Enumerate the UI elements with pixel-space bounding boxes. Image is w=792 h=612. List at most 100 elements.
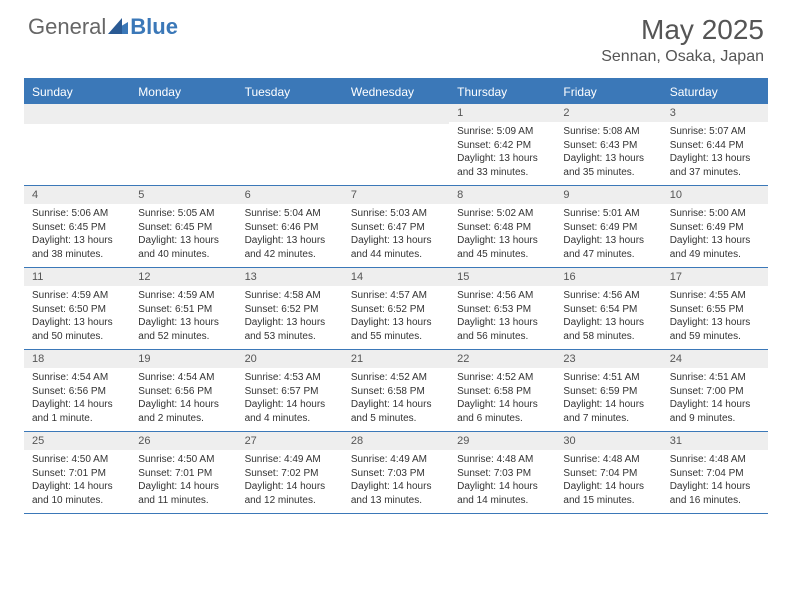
sunrise-text: Sunrise: 4:54 AM [138, 371, 228, 385]
day-header: Sunday [24, 80, 130, 104]
logo: General Blue [28, 14, 178, 40]
day-info: Sunrise: 4:57 AMSunset: 6:52 PMDaylight:… [343, 289, 449, 343]
day-number: 12 [130, 268, 236, 286]
sunrise-text: Sunrise: 4:58 AM [245, 289, 335, 303]
logo-text-2: Blue [130, 14, 178, 40]
day-cell: 2Sunrise: 5:08 AMSunset: 6:43 PMDaylight… [555, 104, 661, 185]
daylight-text: Daylight: 14 hours and 7 minutes. [563, 398, 653, 425]
daylight-text: Daylight: 13 hours and 49 minutes. [670, 234, 760, 261]
day-cell: 25Sunrise: 4:50 AMSunset: 7:01 PMDayligh… [24, 432, 130, 513]
daylight-text: Daylight: 14 hours and 9 minutes. [670, 398, 760, 425]
sunrise-text: Sunrise: 4:51 AM [563, 371, 653, 385]
daylight-text: Daylight: 14 hours and 13 minutes. [351, 480, 441, 507]
sunrise-text: Sunrise: 4:52 AM [457, 371, 547, 385]
week-row: 1Sunrise: 5:09 AMSunset: 6:42 PMDaylight… [24, 104, 768, 186]
sunset-text: Sunset: 6:46 PM [245, 221, 335, 235]
day-info: Sunrise: 4:49 AMSunset: 7:02 PMDaylight:… [237, 453, 343, 507]
day-info: Sunrise: 4:50 AMSunset: 7:01 PMDaylight:… [24, 453, 130, 507]
day-number: 13 [237, 268, 343, 286]
sunset-text: Sunset: 6:59 PM [563, 385, 653, 399]
sunset-text: Sunset: 6:51 PM [138, 303, 228, 317]
day-info: Sunrise: 4:58 AMSunset: 6:52 PMDaylight:… [237, 289, 343, 343]
sunrise-text: Sunrise: 5:06 AM [32, 207, 122, 221]
sunrise-text: Sunrise: 4:55 AM [670, 289, 760, 303]
day-number: 18 [24, 350, 130, 368]
sunset-text: Sunset: 7:04 PM [563, 467, 653, 481]
daylight-text: Daylight: 13 hours and 52 minutes. [138, 316, 228, 343]
day-header: Saturday [662, 80, 768, 104]
sunrise-text: Sunrise: 4:48 AM [670, 453, 760, 467]
day-info: Sunrise: 4:56 AMSunset: 6:53 PMDaylight:… [449, 289, 555, 343]
sunset-text: Sunset: 6:49 PM [563, 221, 653, 235]
day-header: Thursday [449, 80, 555, 104]
day-number: 5 [130, 186, 236, 204]
sunset-text: Sunset: 6:54 PM [563, 303, 653, 317]
week-row: 18Sunrise: 4:54 AMSunset: 6:56 PMDayligh… [24, 350, 768, 432]
logo-icon [108, 14, 128, 40]
sunrise-text: Sunrise: 5:04 AM [245, 207, 335, 221]
day-info: Sunrise: 4:52 AMSunset: 6:58 PMDaylight:… [343, 371, 449, 425]
day-cell: 12Sunrise: 4:59 AMSunset: 6:51 PMDayligh… [130, 268, 236, 349]
daylight-text: Daylight: 13 hours and 47 minutes. [563, 234, 653, 261]
day-info: Sunrise: 4:48 AMSunset: 7:04 PMDaylight:… [555, 453, 661, 507]
day-cell: 15Sunrise: 4:56 AMSunset: 6:53 PMDayligh… [449, 268, 555, 349]
week-row: 4Sunrise: 5:06 AMSunset: 6:45 PMDaylight… [24, 186, 768, 268]
daylight-text: Daylight: 13 hours and 45 minutes. [457, 234, 547, 261]
sunset-text: Sunset: 6:53 PM [457, 303, 547, 317]
day-cell: 3 Sunrise: 5:07 AMSunset: 6:44 PMDaylight… [662, 104, 768, 185]
daylight-text: Daylight: 14 hours and 12 minutes. [245, 480, 335, 507]
day-header: Friday [555, 80, 661, 104]
day-number: 20 [237, 350, 343, 368]
day-info: Sunrise: 4:52 AMSunset: 6:58 PMDaylight:… [449, 371, 555, 425]
daylight-text: Daylight: 13 hours and 37 minutes. [670, 152, 760, 179]
day-number: 21 [343, 350, 449, 368]
day-cell: 8Sunrise: 5:02 AMSunset: 6:48 PMDaylight… [449, 186, 555, 267]
daylight-text: Daylight: 13 hours and 55 minutes. [351, 316, 441, 343]
day-number: 17 [662, 268, 768, 286]
day-number: 11 [24, 268, 130, 286]
day-cell: 27Sunrise: 4:49 AMSunset: 7:02 PMDayligh… [237, 432, 343, 513]
sunrise-text: Sunrise: 4:53 AM [245, 371, 335, 385]
day-number [237, 104, 343, 124]
daylight-text: Daylight: 13 hours and 33 minutes. [457, 152, 547, 179]
sunset-text: Sunset: 6:45 PM [32, 221, 122, 235]
day-info: Sunrise: 4:48 AMSunset: 7:03 PMDaylight:… [449, 453, 555, 507]
title-block: May 2025 Sennan, Osaka, Japan [601, 14, 764, 66]
daylight-text: Daylight: 13 hours and 44 minutes. [351, 234, 441, 261]
day-cell: 17Sunrise: 4:55 AMSunset: 6:55 PMDayligh… [662, 268, 768, 349]
day-info: Sunrise: 5:08 AMSunset: 6:43 PMDaylight:… [555, 125, 661, 179]
sunrise-text: Sunrise: 4:54 AM [32, 371, 122, 385]
day-info: Sunrise: 4:54 AMSunset: 6:56 PMDaylight:… [130, 371, 236, 425]
day-number: 29 [449, 432, 555, 450]
daylight-text: Daylight: 14 hours and 6 minutes. [457, 398, 547, 425]
day-cell: 29 Sunrise: 4:48 AMSunset: 7:03 PMDayligh… [449, 432, 555, 513]
daylight-text: Daylight: 14 hours and 4 minutes. [245, 398, 335, 425]
day-header: Tuesday [237, 80, 343, 104]
sunrise-text: Sunrise: 4:51 AM [670, 371, 760, 385]
day-cell: 1Sunrise: 5:09 AMSunset: 6:42 PMDaylight… [449, 104, 555, 185]
month-title: May 2025 [601, 14, 764, 46]
sunrise-text: Sunrise: 4:56 AM [457, 289, 547, 303]
sunrise-text: Sunrise: 4:57 AM [351, 289, 441, 303]
sunset-text: Sunset: 6:43 PM [563, 139, 653, 153]
sunset-text: Sunset: 7:03 PM [457, 467, 547, 481]
sunrise-text: Sunrise: 5:01 AM [563, 207, 653, 221]
daylight-text: Daylight: 13 hours and 59 minutes. [670, 316, 760, 343]
daylight-text: Daylight: 14 hours and 10 minutes. [32, 480, 122, 507]
sunset-text: Sunset: 6:58 PM [351, 385, 441, 399]
day-number: 10 [662, 186, 768, 204]
day-number: 28 [343, 432, 449, 450]
day-info: Sunrise: 5:00 AMSunset: 6:49 PMDaylight:… [662, 207, 768, 261]
day-info: Sunrise: 5:04 AMSunset: 6:46 PMDaylight:… [237, 207, 343, 261]
day-info: Sunrise: 5:06 AMSunset: 6:45 PMDaylight:… [24, 207, 130, 261]
sunset-text: Sunset: 6:52 PM [245, 303, 335, 317]
day-cell: 24Sunrise: 4:51 AMSunset: 7:00 PMDayligh… [662, 350, 768, 431]
day-number: 3 [662, 104, 768, 122]
day-cell: 20Sunrise: 4:53 AMSunset: 6:57 PMDayligh… [237, 350, 343, 431]
sunset-text: Sunset: 7:03 PM [351, 467, 441, 481]
day-cell: 28Sunrise: 4:49 AMSunset: 7:03 PMDayligh… [343, 432, 449, 513]
day-info: Sunrise: 5:09 AMSunset: 6:42 PMDaylight:… [449, 125, 555, 179]
sunrise-text: Sunrise: 4:50 AM [32, 453, 122, 467]
day-info: Sunrise: 5:07 AMSunset: 6:44 PMDaylight:… [662, 125, 768, 179]
sunrise-text: Sunrise: 4:50 AM [138, 453, 228, 467]
